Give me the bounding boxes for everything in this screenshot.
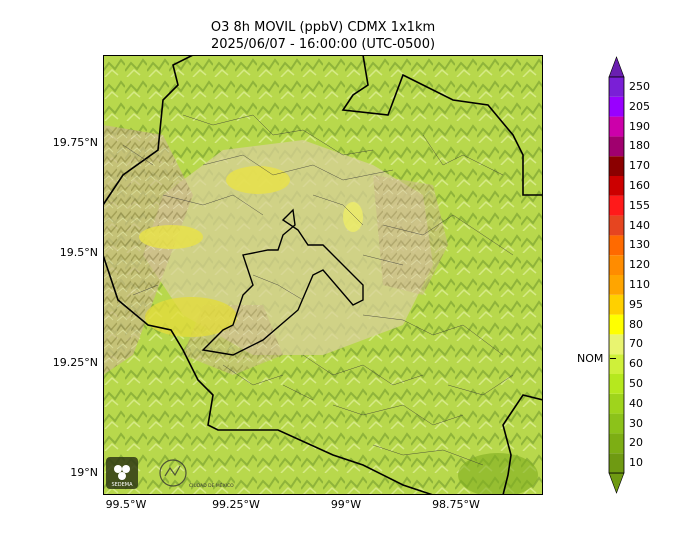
- sedema-logo-text: SEDEMA: [111, 482, 133, 488]
- colorbar-extension-high: [608, 56, 625, 78]
- cdmx-logo: CIUDAD DE MÉXICO: [159, 459, 234, 489]
- colorbar-segment: [609, 77, 624, 97]
- lon-tick-label: 99°W: [330, 498, 362, 511]
- colorbar-tick-label: 130: [629, 238, 650, 252]
- colorbar-segment: [609, 215, 624, 236]
- colorbar-tick-label: 205: [629, 99, 650, 113]
- colorbar-segment: [609, 334, 624, 355]
- colorbar-segment: [609, 156, 624, 176]
- colorbar-tick-label: 20: [629, 436, 643, 450]
- high-ozone-area-north: [226, 166, 290, 194]
- lat-tick-label: 19.5°N: [59, 246, 98, 259]
- map-title: O3 8h MOVIL (ppbV) CDMX 1x1km: [210, 20, 436, 35]
- colorbar-frame: [608, 76, 625, 474]
- ozone-map: SEDEMA CIUDAD DE MÉXICO: [103, 55, 543, 495]
- western-mountains: [103, 125, 193, 375]
- colorbar-segment: [609, 136, 624, 157]
- colorbar-tick-label: 155: [629, 198, 650, 212]
- colorbar-segment: [609, 235, 624, 256]
- lat-tick-label: 19.25°N: [52, 356, 98, 369]
- colorbar-tick-label: 80: [629, 317, 643, 331]
- lon-tick-label: 98.75°W: [432, 498, 480, 511]
- colorbar-segment: [609, 275, 624, 295]
- colorbar-segment: [609, 393, 624, 414]
- colorbar-segment: [609, 453, 624, 473]
- colorbar-segment: [609, 96, 624, 117]
- lon-tick-label: 99.25°W: [212, 498, 260, 511]
- colorbar-segment: [609, 374, 624, 394]
- nom-label: NOM: [577, 352, 604, 365]
- lon-tick-label: 99.5°W: [105, 498, 147, 511]
- colorbar-tick-label: 40: [629, 396, 643, 410]
- colorbar-tick-label: 250: [629, 79, 650, 93]
- eastern-mountains: [373, 175, 448, 295]
- colorbar-tick-label: 140: [629, 218, 650, 232]
- colorbar-segment: [609, 413, 624, 434]
- lat-tick-label: 19°N: [70, 466, 98, 479]
- colorbar-segment: [609, 354, 624, 374]
- colorbar-tick-label: 30: [629, 416, 643, 430]
- colorbar-tick-label: 110: [629, 277, 650, 291]
- map-frame: [103, 55, 543, 495]
- colorbar-segment: [609, 255, 624, 275]
- map-timestamp: 2025/06/07 - 16:00:00 (UTC-0500): [210, 37, 436, 52]
- cdmx-border: [201, 208, 364, 356]
- colorbar-tick-label: 180: [629, 139, 650, 153]
- high-ozone-area-west: [139, 225, 203, 249]
- colorbar-tick-label: 70: [629, 337, 643, 351]
- lat-tick-label: 19.75°N: [52, 136, 98, 149]
- low-ozone-area-southeast: [458, 453, 538, 495]
- colorbar-segment: [609, 294, 624, 315]
- high-ozone-area-east: [343, 202, 363, 232]
- colorbar-tick-label: 190: [629, 119, 650, 133]
- state-border: [103, 55, 543, 495]
- colorbar-segment: [609, 314, 624, 335]
- municipal-boundaries: [122, 114, 514, 466]
- colorbar-tick-label: 160: [629, 178, 650, 192]
- colorbar-segment: [609, 195, 624, 216]
- colorbar-tick-label: 10: [629, 456, 643, 470]
- colorbar-tick-label: 170: [629, 159, 650, 173]
- colorbar-tick-label: 60: [629, 357, 643, 371]
- colorbar-tick-label: 95: [629, 297, 643, 311]
- colorbar-extension-low: [608, 472, 625, 494]
- colorbar-segment: [609, 176, 624, 196]
- colorbar-segment: [609, 433, 624, 454]
- high-ozone-area-southwest: [145, 297, 237, 337]
- sedema-logo: SEDEMA: [106, 457, 138, 489]
- colorbar-tick-label: 120: [629, 258, 650, 272]
- cdmx-logo-text: CIUDAD DE MÉXICO: [189, 481, 234, 489]
- colorbar-segment: [609, 116, 624, 137]
- colorbar-tick-label: 50: [629, 376, 643, 390]
- nom-tick: [610, 358, 616, 359]
- colorbar: [608, 56, 625, 494]
